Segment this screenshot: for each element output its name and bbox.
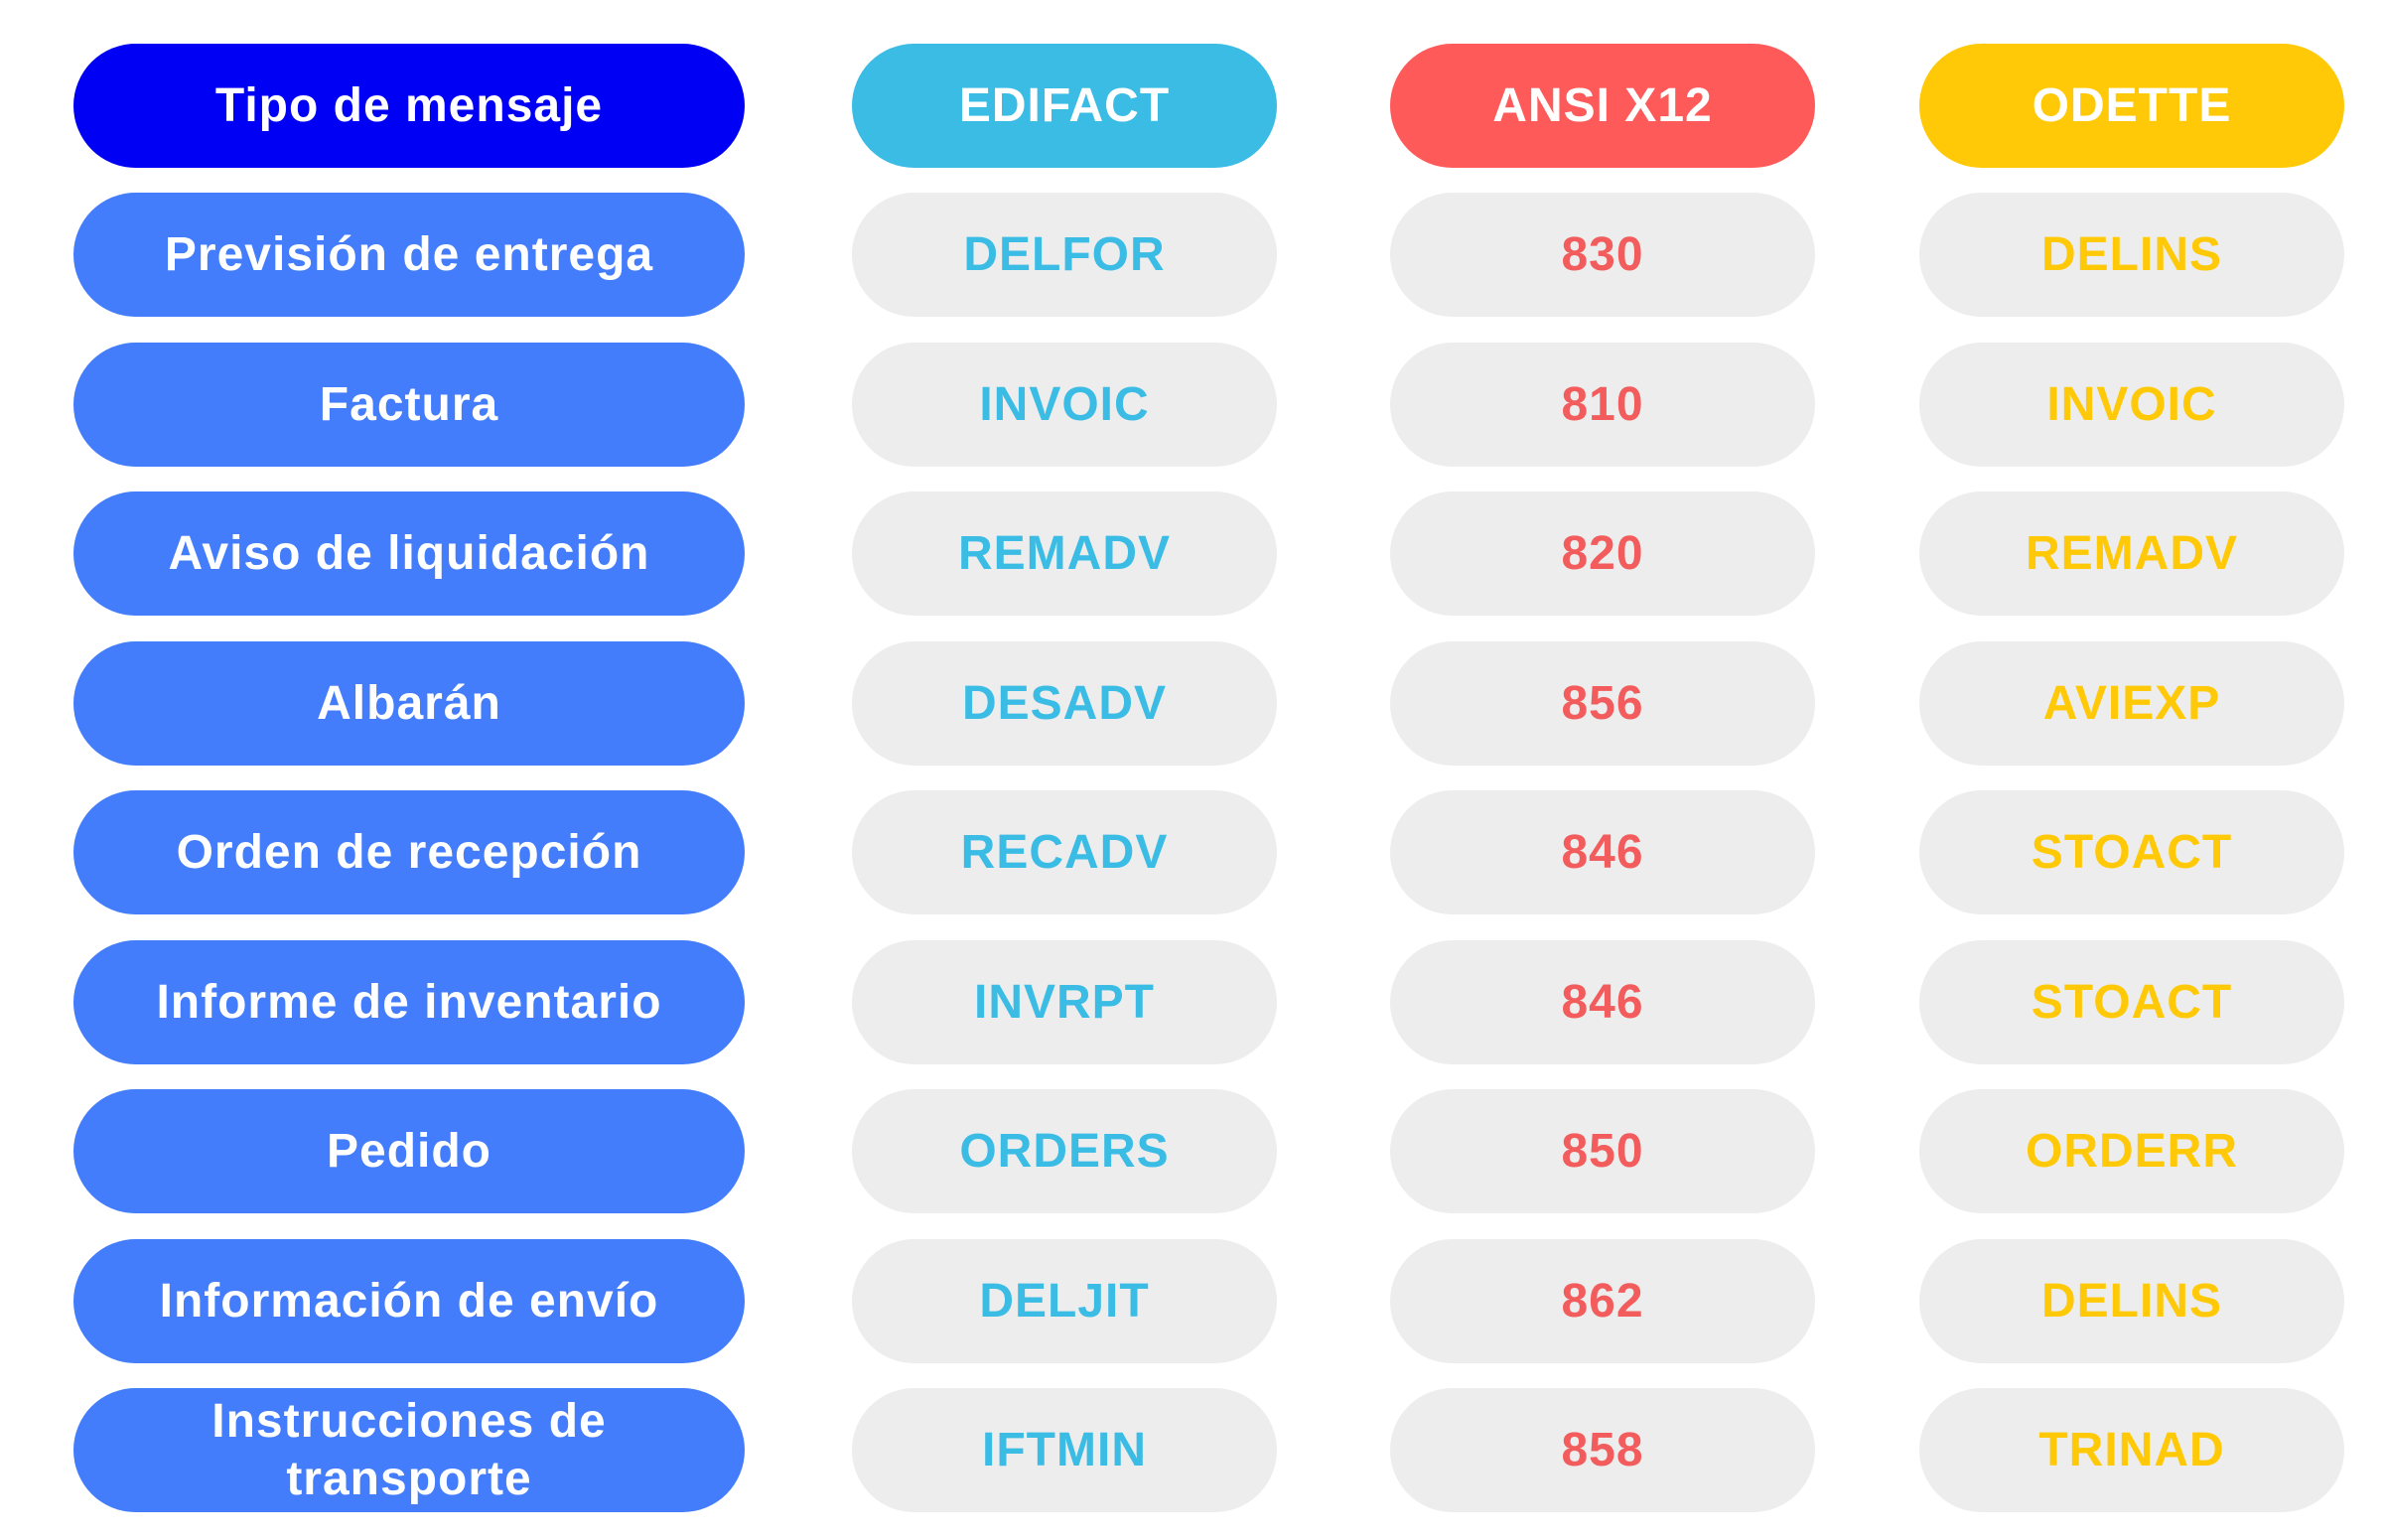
row-odette-code: TRINAD (1919, 1388, 2344, 1512)
row-odette-code: STOACT (1919, 790, 2344, 914)
row-ansi-code: 846 (1390, 940, 1815, 1064)
row-ansi-code: 856 (1390, 641, 1815, 766)
header-odette: ODETTE (1919, 44, 2344, 168)
row-edifact-code: DELJIT (852, 1239, 1277, 1363)
header-ansi-x12: ANSI X12 (1390, 44, 1815, 168)
row-ansi-code: 810 (1390, 343, 1815, 467)
header-message-type: Tipo de mensaje (73, 44, 745, 168)
row-ansi-code: 862 (1390, 1239, 1815, 1363)
row-message-type: Albarán (73, 641, 745, 766)
row-message-type: Información de envío (73, 1239, 745, 1363)
row-message-type: Factura (73, 343, 745, 467)
header-edifact: EDIFACT (852, 44, 1277, 168)
row-message-type: Instrucciones de transporte (73, 1388, 745, 1512)
row-odette-code: STOACT (1919, 940, 2344, 1064)
row-message-type: Informe de inventario (73, 940, 745, 1064)
row-odette-code: DELINS (1919, 1239, 2344, 1363)
row-odette-code: REMADV (1919, 491, 2344, 616)
row-edifact-code: DELFOR (852, 193, 1277, 317)
row-message-type: Orden de recepción (73, 790, 745, 914)
row-ansi-code: 850 (1390, 1089, 1815, 1213)
row-odette-code: DELINS (1919, 193, 2344, 317)
row-edifact-code: ORDERS (852, 1089, 1277, 1213)
row-ansi-code: 830 (1390, 193, 1815, 317)
row-edifact-code: INVRPT (852, 940, 1277, 1064)
row-edifact-code: REMADV (852, 491, 1277, 616)
row-odette-code: ORDERR (1919, 1089, 2344, 1213)
row-message-type: Aviso de liquidación (73, 491, 745, 616)
row-message-type: Pedido (73, 1089, 745, 1213)
row-odette-code: AVIEXP (1919, 641, 2344, 766)
row-edifact-code: DESADV (852, 641, 1277, 766)
row-ansi-code: 858 (1390, 1388, 1815, 1512)
row-message-type: Previsión de entrega (73, 193, 745, 317)
row-ansi-code: 846 (1390, 790, 1815, 914)
row-edifact-code: RECADV (852, 790, 1277, 914)
row-odette-code: INVOIC (1919, 343, 2344, 467)
row-edifact-code: INVOIC (852, 343, 1277, 467)
row-edifact-code: IFTMIN (852, 1388, 1277, 1512)
row-ansi-code: 820 (1390, 491, 1815, 616)
